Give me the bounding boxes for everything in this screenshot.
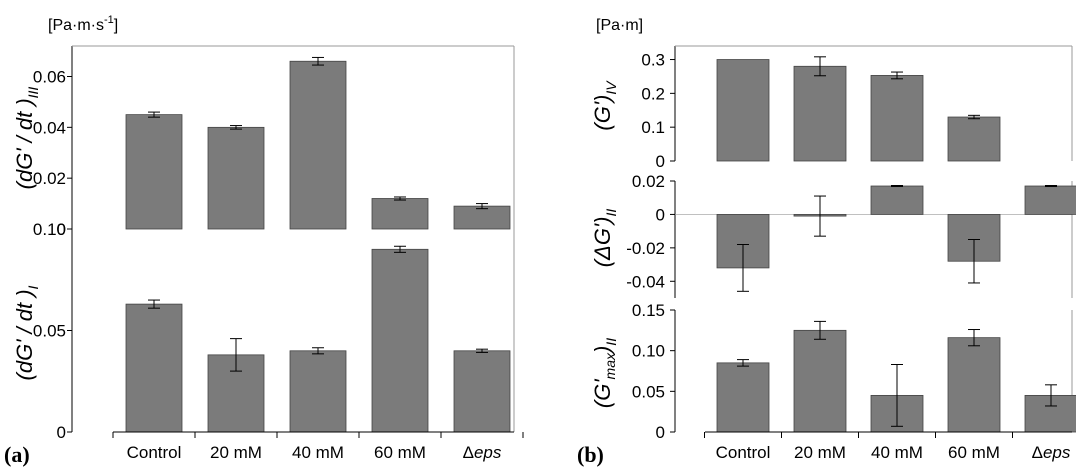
y-axis-label: (ΔG')II (590, 209, 619, 268)
x-tick-label: 40 mM (292, 443, 344, 462)
y-tick-label: 0.05 (33, 322, 66, 341)
y-tick-label: 0.02 (33, 169, 66, 188)
y-tick-label: 0.05 (632, 382, 665, 401)
bar (289, 60, 347, 230)
y-tick-label: -0.04 (626, 272, 665, 291)
y-axis-label: (G'max)II (590, 338, 619, 408)
x-tick-label: 20 mM (210, 443, 262, 462)
bar (289, 350, 347, 433)
bar (371, 198, 429, 230)
y-tick-label: 0.3 (641, 51, 665, 70)
bar (793, 65, 847, 162)
bar (207, 126, 265, 230)
bar (947, 116, 1001, 162)
y-tick-label: 0 (57, 423, 66, 442)
y-axis-label: (dG' / dt )I (12, 285, 41, 380)
panel-b-unit: [Pa·m] (596, 17, 643, 34)
panel-a-tag: (a) (4, 442, 30, 467)
y-tick-label: 0 (57, 220, 66, 239)
y-tick-label: 0.10 (632, 342, 665, 361)
bar (371, 248, 429, 433)
y-tick-label: -0.02 (626, 239, 665, 258)
y-tick-label: 0.06 (33, 68, 66, 87)
x-tick-label: 60 mM (948, 443, 1000, 462)
y-tick-label: 0 (656, 205, 665, 224)
y-tick-label: 0.2 (641, 84, 665, 103)
bar (870, 185, 924, 215)
chart-b-bottom: 0 0.05 0.10 0.15 (G'max)II (590, 301, 1076, 442)
x-tick-label: Control (127, 443, 182, 462)
y-axis-label: (G')IV (590, 80, 619, 131)
bar (125, 114, 183, 230)
panel-b-x-axis: Control 20 mM 40 mM 60 mM Δeps (704, 431, 1072, 462)
bar (1024, 185, 1076, 215)
x-tick-label: Δeps (1032, 443, 1071, 462)
y-tick-label: 0.10 (33, 220, 66, 239)
x-tick-label: 20 mM (794, 443, 846, 462)
x-tick-label: 60 mM (374, 443, 426, 462)
y-tick-label: 0.04 (33, 118, 66, 137)
bar (793, 329, 847, 433)
bar (947, 337, 1001, 433)
x-tick-label: 40 mM (871, 443, 923, 462)
bar (716, 362, 770, 433)
x-tick-label: Control (716, 443, 771, 462)
chart-a-top: 0 0.02 0.04 0.06(dG' / dt )III (12, 45, 515, 239)
bar (453, 205, 511, 230)
x-axes: Control 20 mM 40 mM 60 mM Δeps Control 20 mM 40… (112, 431, 1072, 462)
chart-b-top: 0 0.1 0.2 0.3 (G')IV (590, 45, 1073, 171)
y-tick-label: 0.02 (632, 172, 665, 191)
bar (716, 59, 770, 162)
bar (125, 303, 183, 433)
chart-a-bottom: 0 0.05 0.10 (dG' / dt )I (12, 220, 515, 442)
panel-a-unit: [Pa·m·s-1] (48, 14, 118, 34)
chart-b-middle: -0.04 -0.02 0 0.02 (ΔG')II (590, 172, 1076, 298)
y-tick-label: 0.15 (632, 301, 665, 320)
plot-area: 00.020.040.06(dG' / dt )III00.050.10(dG'… (12, 45, 1076, 442)
x-tick-label: Δeps (463, 443, 502, 462)
y-axis-label: (dG' / dt )III (12, 87, 41, 190)
panel-a-x-axis: Control 20 mM 40 mM 60 mM Δeps (112, 431, 524, 462)
y-tick-label: 0 (656, 423, 665, 442)
panel-b-tag: (b) (577, 442, 604, 467)
y-tick-label: 0.1 (641, 118, 665, 137)
bar (453, 350, 511, 433)
bar (870, 75, 924, 162)
y-tick-label: 0 (656, 152, 665, 171)
